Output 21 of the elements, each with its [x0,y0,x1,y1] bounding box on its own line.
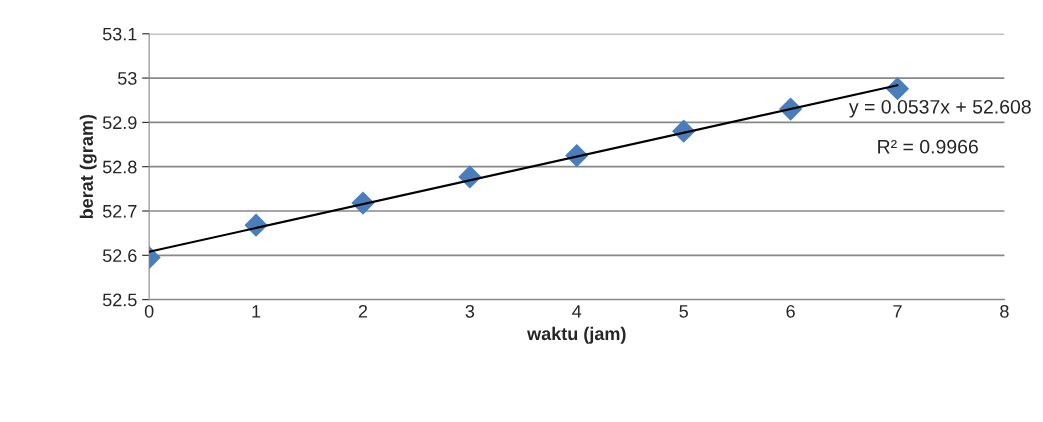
x-axis-title: waktu (jam) [527,326,626,344]
x-tick-label: 1 [252,305,261,318]
x-tick-label: 6 [786,304,795,318]
y-tick-label: 52.6 [102,249,137,263]
x-tick-label: 2 [358,304,368,318]
y-tick-label: 52.5 [102,293,137,307]
x-tick-label: 4 [572,305,582,318]
y-tick-label: 52.9 [102,116,137,130]
y-tick-label: 53 [117,72,137,85]
annotation: R² = 0.9966 [878,139,978,154]
y-tick-label: 52.8 [102,160,137,174]
x-tick-label: 3 [465,304,475,318]
point [885,77,910,101]
x-tick-label: 5 [679,305,688,318]
y-tick-label: 52.7 [102,204,137,218]
x-tick-label: 7 [893,305,902,318]
x-tick-label: 8 [1000,304,1009,318]
y-tick-label: 53.1 [102,27,137,41]
annotation: y = 0.0537x + 52.608 [848,99,1031,118]
y-axis-title: berat (gram) [79,114,97,219]
x-tick-label: 0 [144,304,154,318]
